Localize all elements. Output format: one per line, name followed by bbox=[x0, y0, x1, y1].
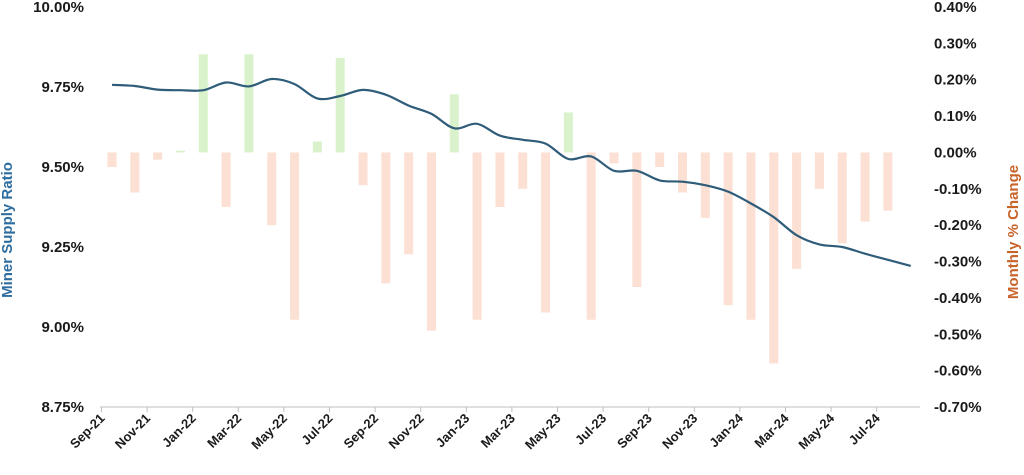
bar-series bbox=[107, 54, 893, 364]
bar bbox=[290, 152, 300, 320]
bar bbox=[267, 152, 277, 226]
right-tick-label: 0.30% bbox=[934, 35, 977, 52]
x-tick-label: Mar-24 bbox=[751, 410, 792, 451]
bar bbox=[107, 152, 117, 167]
left-y-axis: 10.00% 9.75% 9.50% 9.25% 9.00% 8.75% bbox=[33, 0, 84, 416]
x-tick-label: Nov-23 bbox=[659, 411, 700, 452]
bar bbox=[837, 152, 847, 244]
bar bbox=[860, 152, 870, 222]
right-tick-label: -0.50% bbox=[934, 326, 982, 343]
right-tick-label: 0.40% bbox=[934, 0, 977, 16]
bar bbox=[746, 152, 756, 320]
x-tick-label: Jan-22 bbox=[159, 411, 199, 451]
bar bbox=[153, 152, 163, 160]
bar bbox=[358, 152, 368, 186]
x-tick-label: May-23 bbox=[522, 411, 564, 453]
right-y-axis: 0.40% 0.30% 0.20% 0.10% 0.00% -0.10% -0.20% -0.… bbox=[934, 0, 982, 416]
bar bbox=[130, 152, 140, 193]
x-tick-label: Sep-21 bbox=[67, 411, 108, 452]
left-tick-label: 9.75% bbox=[41, 79, 84, 96]
bar bbox=[723, 152, 733, 306]
bar bbox=[244, 54, 254, 153]
left-tick-label: 9.25% bbox=[41, 239, 84, 256]
bar bbox=[792, 152, 802, 269]
bar bbox=[472, 152, 482, 320]
bar bbox=[381, 152, 391, 284]
bar bbox=[814, 152, 824, 189]
bar bbox=[312, 141, 322, 153]
right-tick-label: 0.00% bbox=[934, 144, 977, 161]
right-tick-label: 0.20% bbox=[934, 72, 977, 89]
left-tick-label: 9.00% bbox=[41, 319, 84, 336]
x-tick-label: May-24 bbox=[795, 410, 837, 452]
x-tick-label: Jul-23 bbox=[572, 411, 609, 448]
right-tick-label: -0.70% bbox=[934, 399, 982, 416]
bar bbox=[586, 152, 596, 320]
bar bbox=[495, 152, 505, 207]
left-tick-label: 8.75% bbox=[41, 399, 84, 416]
bar bbox=[541, 152, 551, 313]
bar bbox=[198, 54, 208, 153]
x-tick-label: Jul-22 bbox=[298, 411, 335, 448]
x-tick-label: Nov-21 bbox=[112, 411, 153, 452]
right-tick-label: -0.10% bbox=[934, 181, 982, 198]
x-tick-label: Sep-23 bbox=[614, 411, 655, 452]
right-tick-label: -0.60% bbox=[934, 363, 982, 380]
bar bbox=[426, 152, 436, 331]
bar bbox=[609, 152, 619, 164]
left-tick-label: 10.00% bbox=[33, 0, 84, 16]
bar bbox=[335, 57, 345, 153]
x-tick-label: Jan-24 bbox=[706, 410, 746, 450]
x-tick-label: Mar-23 bbox=[478, 411, 518, 451]
bar bbox=[221, 152, 231, 207]
left-axis-title: Miner Supply Ratio bbox=[0, 162, 16, 298]
x-tick-label: Nov-22 bbox=[386, 411, 427, 452]
bar bbox=[175, 150, 185, 153]
bar bbox=[769, 152, 779, 364]
bar bbox=[678, 152, 687, 193]
bar bbox=[655, 152, 665, 167]
right-tick-label: 0.10% bbox=[934, 108, 977, 125]
x-axis: Sep-21 Nov-21 Jan-22 Mar-22 May-22 Jul-22 Sep-… bbox=[67, 406, 920, 453]
x-tick-label: Jul-24 bbox=[846, 410, 884, 448]
right-tick-label: -0.40% bbox=[934, 290, 982, 307]
right-tick-label: -0.30% bbox=[934, 254, 982, 271]
bar bbox=[518, 152, 528, 189]
bar bbox=[404, 152, 414, 255]
x-tick-label: Sep-22 bbox=[340, 411, 381, 452]
x-tick-label: Mar-22 bbox=[204, 411, 244, 451]
x-tick-label: Jan-23 bbox=[433, 411, 473, 451]
bar bbox=[563, 112, 573, 153]
right-axis-title: Monthly % Change bbox=[1005, 165, 1022, 299]
line-series bbox=[111, 77, 911, 267]
bar bbox=[883, 152, 893, 211]
bar bbox=[632, 152, 642, 287]
miner-supply-ratio-line bbox=[111, 77, 911, 267]
x-tick-label: May-22 bbox=[248, 411, 290, 453]
left-tick-label: 9.50% bbox=[41, 159, 84, 176]
bar bbox=[449, 94, 459, 153]
right-tick-label: -0.20% bbox=[934, 217, 982, 234]
